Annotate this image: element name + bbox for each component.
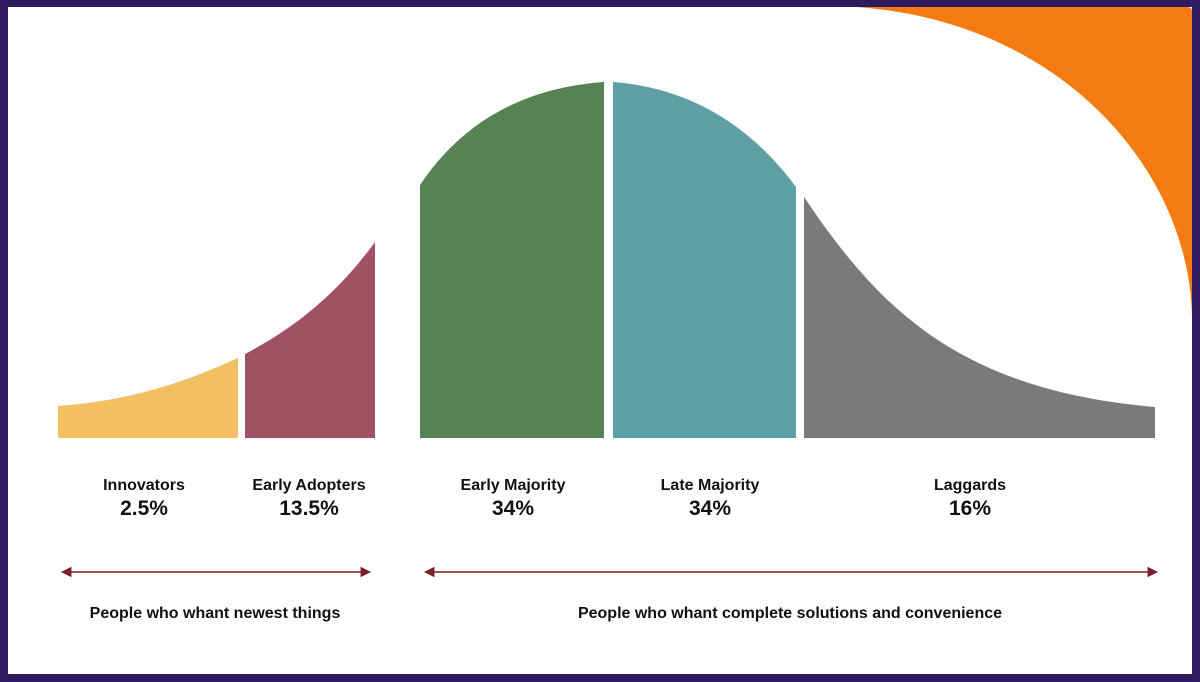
late-majority-segment xyxy=(613,82,796,438)
early-majority-segment xyxy=(420,82,604,438)
segment-name: Laggards xyxy=(933,477,1006,494)
innovators-segment xyxy=(58,358,238,438)
group-1-caption: People who whant newest things xyxy=(89,605,341,622)
segment-percent: 13.5% xyxy=(279,497,339,520)
laggards-segment xyxy=(804,197,1155,438)
segment-percent: 16% xyxy=(948,497,992,520)
early-adopters-segment xyxy=(245,242,375,438)
segment-name: Early Adopters xyxy=(252,477,366,494)
segment-percent: 2.5% xyxy=(120,497,168,520)
laggards-label: Laggards 16% xyxy=(860,476,1080,522)
group-2-caption: People who whant complete solutions and … xyxy=(577,605,1003,622)
segment-name: Early Majority xyxy=(460,477,566,494)
early-majority-label: Early Majority 34% xyxy=(403,476,623,522)
innovators-label: Innovators 2.5% xyxy=(34,476,254,522)
late-majority-label: Late Majority 34% xyxy=(600,476,820,522)
segment-name: Innovators xyxy=(103,477,185,494)
orange-corner-accent xyxy=(855,7,1192,318)
early-adopters-label: Early Adopters 13.5% xyxy=(199,476,419,522)
segment-percent: 34% xyxy=(688,497,732,520)
segment-percent: 34% xyxy=(491,497,535,520)
segment-name: Late Majority xyxy=(660,477,760,494)
